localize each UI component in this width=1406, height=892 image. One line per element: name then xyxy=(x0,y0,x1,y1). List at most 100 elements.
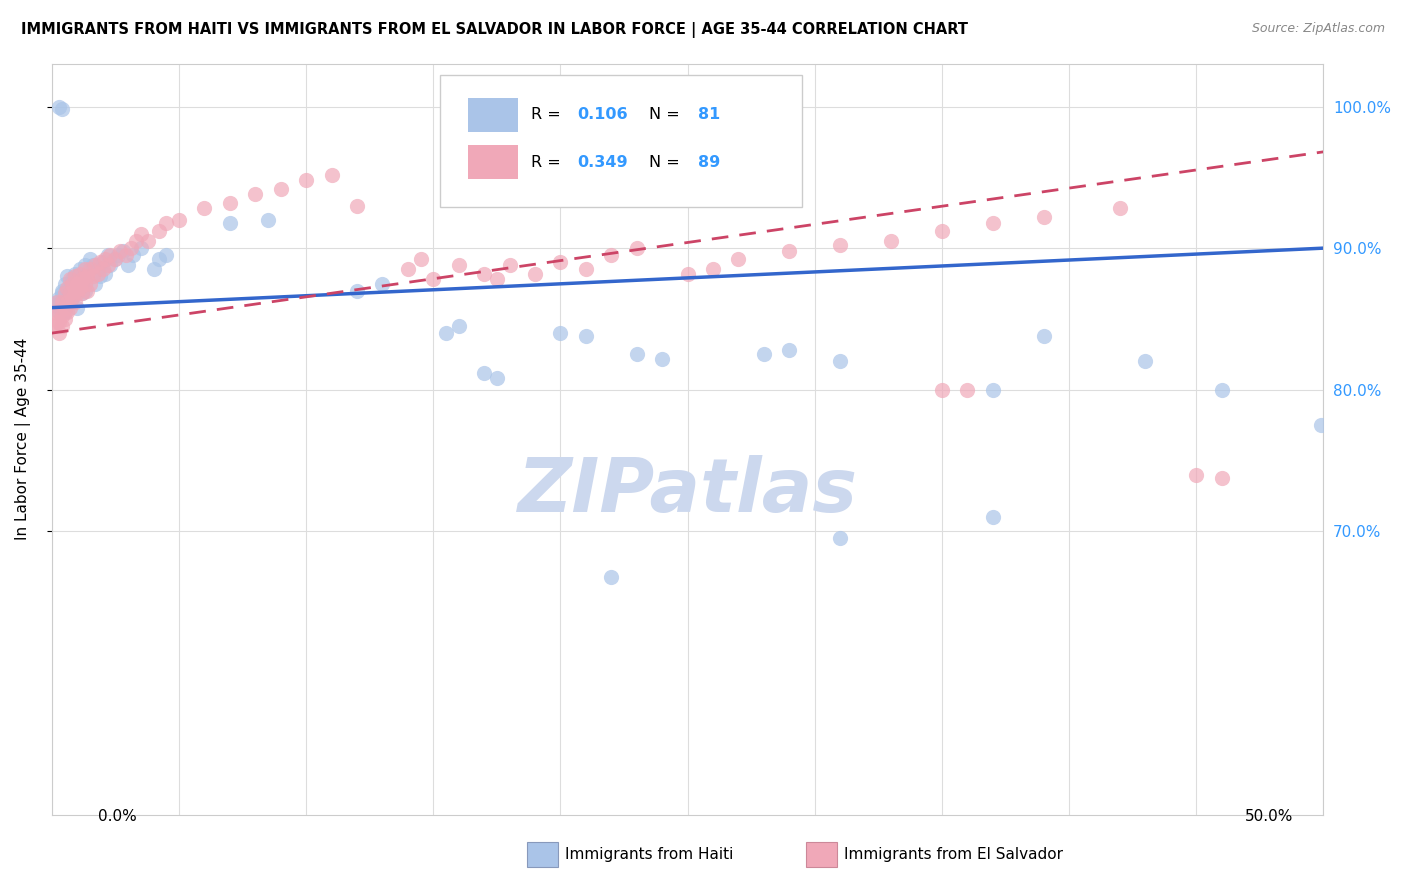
Text: Immigrants from El Salvador: Immigrants from El Salvador xyxy=(844,847,1063,862)
Point xyxy=(104,252,127,267)
Point xyxy=(120,241,142,255)
Text: R =: R = xyxy=(531,155,567,169)
Point xyxy=(44,319,66,334)
Text: ZIPatlas: ZIPatlas xyxy=(517,455,858,528)
Point xyxy=(60,272,83,286)
Point xyxy=(931,224,953,238)
Point xyxy=(63,284,86,298)
Point xyxy=(676,267,699,281)
Point xyxy=(94,267,117,281)
Point xyxy=(148,252,170,267)
Point xyxy=(63,269,86,284)
Text: Immigrants from Haiti: Immigrants from Haiti xyxy=(565,847,734,862)
Point xyxy=(56,295,79,310)
Point xyxy=(142,262,165,277)
FancyBboxPatch shape xyxy=(527,842,558,867)
Point xyxy=(73,262,96,277)
Point xyxy=(51,295,73,310)
Point xyxy=(51,295,73,310)
Point xyxy=(59,277,82,291)
Point xyxy=(53,301,76,315)
Point xyxy=(86,267,108,281)
Point xyxy=(155,248,177,262)
Point xyxy=(97,258,120,272)
Point xyxy=(956,383,979,397)
Point xyxy=(830,354,852,368)
Point xyxy=(53,301,76,315)
Point xyxy=(82,258,104,272)
Point xyxy=(53,291,76,305)
Text: IMMIGRANTS FROM HAITI VS IMMIGRANTS FROM EL SALVADOR IN LABOR FORCE | AGE 35-44 : IMMIGRANTS FROM HAITI VS IMMIGRANTS FROM… xyxy=(21,22,969,38)
Text: Source: ZipAtlas.com: Source: ZipAtlas.com xyxy=(1251,22,1385,36)
Point xyxy=(51,319,73,334)
Point xyxy=(409,252,432,267)
Point xyxy=(91,262,114,277)
Point xyxy=(138,234,160,248)
Point xyxy=(981,510,1004,524)
Point xyxy=(1032,329,1054,343)
Point xyxy=(72,272,94,286)
Point xyxy=(107,248,129,262)
Point xyxy=(346,284,368,298)
Point xyxy=(94,252,117,267)
Point xyxy=(66,277,89,291)
Point xyxy=(434,326,457,340)
Point xyxy=(702,262,724,277)
Point xyxy=(73,258,96,272)
Point xyxy=(45,315,67,329)
Point xyxy=(472,366,495,380)
Point xyxy=(73,284,96,298)
Point xyxy=(1211,383,1233,397)
Point xyxy=(498,258,520,272)
Text: 0.349: 0.349 xyxy=(576,155,627,169)
Point xyxy=(167,212,190,227)
Point xyxy=(51,103,73,117)
FancyBboxPatch shape xyxy=(440,75,801,207)
Point xyxy=(104,252,127,267)
Point xyxy=(981,216,1004,230)
Point xyxy=(125,234,148,248)
Point xyxy=(53,286,76,301)
Point xyxy=(110,244,132,258)
Point xyxy=(48,305,70,319)
Point xyxy=(257,212,280,227)
Text: R =: R = xyxy=(531,107,567,122)
Point xyxy=(321,168,343,182)
Point xyxy=(72,286,94,301)
Point xyxy=(56,269,79,284)
Point xyxy=(69,281,91,295)
Point xyxy=(626,241,648,255)
Point xyxy=(86,262,108,277)
Point xyxy=(218,216,240,230)
Point xyxy=(89,269,111,284)
Point xyxy=(79,277,101,291)
FancyBboxPatch shape xyxy=(806,842,837,867)
Point xyxy=(447,319,470,334)
Point xyxy=(56,284,79,298)
Point xyxy=(76,269,98,284)
Point xyxy=(76,284,98,298)
Point xyxy=(245,187,267,202)
Point xyxy=(60,291,83,305)
Point xyxy=(981,383,1004,397)
Point xyxy=(778,343,800,357)
Point xyxy=(830,532,852,546)
Point xyxy=(56,281,79,295)
Y-axis label: In Labor Force | Age 35-44: In Labor Force | Age 35-44 xyxy=(15,338,31,541)
Point xyxy=(66,269,89,284)
Point xyxy=(48,305,70,319)
Point xyxy=(48,291,70,305)
Point xyxy=(82,269,104,284)
Point xyxy=(59,286,82,301)
Point xyxy=(778,244,800,258)
Point xyxy=(830,238,852,252)
FancyBboxPatch shape xyxy=(468,98,519,132)
Point xyxy=(89,255,111,269)
Point xyxy=(422,272,444,286)
Point xyxy=(98,248,121,262)
Point xyxy=(63,295,86,310)
Point xyxy=(56,305,79,319)
Text: 81: 81 xyxy=(697,107,720,122)
Point xyxy=(1032,210,1054,224)
Point xyxy=(626,347,648,361)
